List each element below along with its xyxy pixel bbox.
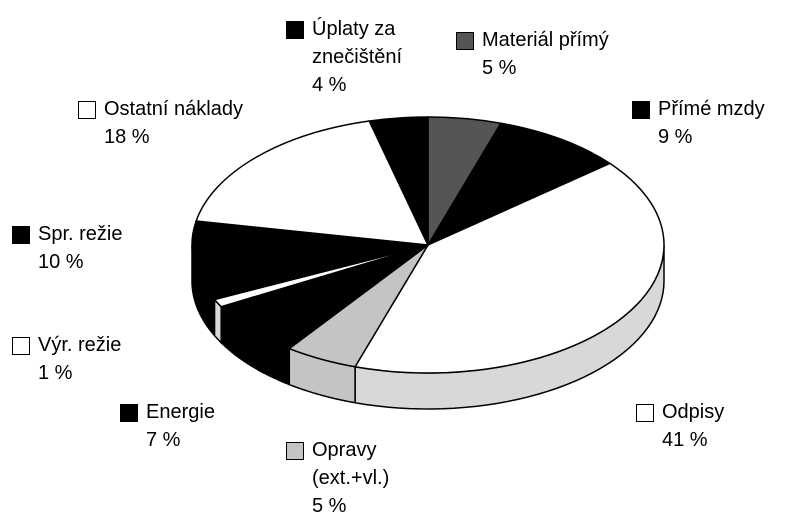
slice-label: Energie 7 % (146, 398, 215, 454)
category-label: Přímé mzdy (658, 98, 765, 120)
slice (219, 244, 429, 350)
legend-swatch (120, 404, 138, 422)
slice-label: Výr. režie 1 % (38, 331, 121, 387)
slice-label: Úplaty za znečištění 4 % (312, 15, 402, 99)
slice (353, 162, 665, 374)
slice (368, 116, 429, 246)
legend-swatch (12, 226, 30, 244)
value-label: 41 % (662, 429, 708, 451)
slice (426, 122, 612, 247)
slice-label: Materiál přímý 5 % (482, 26, 609, 82)
legend-swatch (636, 404, 654, 422)
category-label: Výr. režie (38, 334, 122, 356)
legend-swatch (12, 337, 30, 355)
value-label: 5 % (312, 495, 347, 516)
value-label: 1 % (38, 362, 73, 384)
slice-label: Ostatní náklady 18 % (104, 95, 243, 151)
slice-label: Přímé mzdy 9 % (658, 95, 765, 151)
legend-swatch (286, 442, 304, 460)
legend-swatch (632, 101, 650, 119)
category-label: Ostatní náklady (104, 98, 243, 120)
value-label: 18 % (104, 126, 150, 148)
category-label: Opravy (ext.+vl.) (312, 439, 390, 489)
legend-swatch (78, 101, 96, 119)
value-label: 9 % (658, 126, 693, 148)
value-label: 7 % (146, 429, 181, 451)
slice-label: Odpisy 41 % (662, 398, 724, 454)
value-label: 4 % (312, 74, 347, 96)
category-label: Odpisy (662, 401, 725, 423)
value-label: 5 % (482, 57, 517, 79)
slice (191, 220, 429, 301)
value-label: 10 % (38, 251, 84, 273)
slice-label: Opravy (ext.+vl.) 5 % (312, 436, 389, 516)
legend-swatch (286, 21, 304, 39)
legend-swatch (456, 32, 474, 50)
category-label: Spr. režie (38, 223, 123, 245)
category-label: Energie (146, 401, 215, 423)
category-label: Úplaty za znečištění (312, 18, 403, 68)
slice-label: Spr. režie 10 % (38, 220, 122, 276)
slice (195, 120, 430, 246)
category-label: Materiál přímý (482, 29, 609, 51)
